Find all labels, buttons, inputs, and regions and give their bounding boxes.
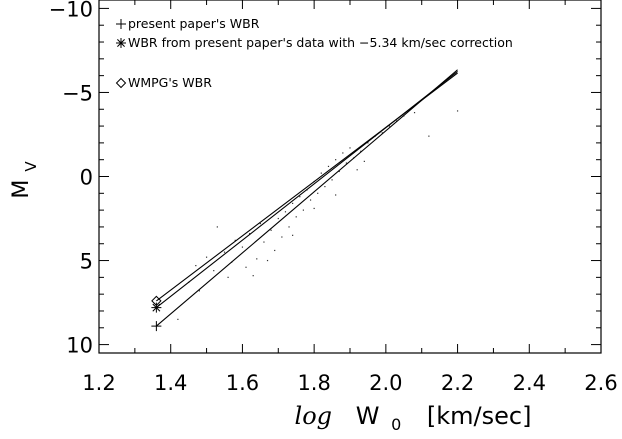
scatter-point [413, 112, 416, 114]
plot-frame [98, 0, 602, 354]
scatter-point [428, 135, 430, 137]
x-tick-label: 2.2 [441, 371, 474, 395]
scatter-point [356, 169, 358, 171]
x-axis-title: log W 0 [km/sec] [295, 402, 532, 436]
scatter-point [205, 256, 208, 258]
fit-line-end-marker-asterisk [151, 302, 162, 313]
scatter-point [223, 251, 226, 253]
fit-line-end-marker-plus [151, 321, 162, 332]
scatter-point [198, 290, 200, 292]
legend-label: WMPG's WBR [128, 75, 212, 90]
x-tick-label: 2.0 [369, 371, 402, 395]
y-tick-label: −5 [62, 81, 93, 105]
scatter-point [335, 159, 337, 161]
scatter-point [284, 211, 287, 213]
scatter-point [360, 150, 362, 152]
y-axis-title-subscript: V [22, 161, 40, 172]
fit-lines [151, 69, 458, 332]
y-tick-label: 0 [80, 166, 93, 190]
scatter-points [177, 110, 459, 320]
scatter-point [299, 196, 301, 198]
scatter-point [317, 192, 319, 194]
scatter-point [338, 170, 340, 173]
scatter-point [259, 222, 261, 225]
legend-marker-asterisk [116, 38, 126, 48]
scatter-point [342, 152, 344, 154]
scatter-point [234, 239, 236, 241]
scatter-point [241, 246, 244, 248]
scatter-point [320, 172, 322, 174]
scatter-point [292, 234, 294, 236]
scatter-point [277, 217, 279, 220]
legend-marker-diamond [115, 77, 127, 89]
legend: present paper's WBR WBR from present pape… [115, 16, 513, 90]
scatter-point [324, 185, 326, 188]
y-tick-label: −10 [49, 0, 93, 21]
svg-text:M V: M V [9, 161, 40, 199]
scatter-point [302, 209, 304, 211]
scatter-point [388, 125, 391, 127]
y-axis-title: M V [9, 161, 40, 199]
scatter-point [252, 275, 254, 277]
scatter-point [274, 249, 276, 252]
legend-label: present paper's WBR [128, 16, 260, 31]
scatter-point [266, 259, 269, 262]
y-tick-label: 10 [66, 334, 93, 358]
y-axis-ticks: −10 −5 0 5 10 [49, 0, 601, 358]
scatter-point [313, 207, 315, 210]
x-axis-ticks: 1.2 1.4 1.6 1.8 2.0 2.2 2.4 2.6 [82, 0, 618, 395]
scatter-point [331, 179, 333, 181]
scatter-point [363, 160, 365, 162]
scatter-point [256, 258, 258, 260]
scatter-point [245, 266, 247, 268]
scatter-point [270, 229, 272, 231]
scatter-point [349, 147, 351, 149]
scatter-point [263, 241, 265, 243]
fit-line-plus [156, 69, 458, 327]
fit-line-end-marker-diamond [151, 295, 162, 307]
x-axis-title-subscript: 0 [391, 415, 401, 434]
scatter-point [335, 194, 337, 196]
y-axis-title-main: M [9, 180, 34, 199]
scatter-point [216, 226, 218, 228]
scatter-point [367, 142, 369, 144]
x-axis-title-units: [km/sec] [427, 402, 532, 430]
x-axis-title-italic: log [295, 402, 333, 430]
scatter-point [227, 276, 229, 278]
fit-line-diamond [156, 72, 458, 302]
x-axis-title-main: W [356, 402, 380, 430]
scatter-point [381, 132, 383, 134]
legend-marker-plus [116, 19, 126, 29]
x-tick-label: 1.4 [154, 371, 187, 395]
scatter-point [345, 162, 348, 164]
y-tick-label: 5 [80, 250, 93, 274]
legend-label: WBR from present paper's data with −5.34… [128, 35, 513, 50]
scatter-point [456, 110, 459, 112]
scatter-point [249, 233, 251, 235]
scatter-point [281, 236, 283, 238]
scatter-point [295, 216, 297, 218]
scatter-point [177, 318, 179, 320]
scatter-point [213, 270, 215, 272]
x-tick-label: 1.6 [226, 371, 259, 395]
scatter-point [292, 202, 294, 204]
x-tick-label: 2.6 [584, 371, 617, 395]
x-tick-label: 1.8 [297, 371, 330, 395]
scatter-point [309, 199, 312, 201]
x-tick-label: 1.2 [82, 371, 115, 395]
scatter-point [327, 165, 330, 168]
scatter-point [195, 264, 197, 267]
scatter-point [288, 226, 290, 228]
x-tick-label: 2.4 [513, 371, 546, 395]
